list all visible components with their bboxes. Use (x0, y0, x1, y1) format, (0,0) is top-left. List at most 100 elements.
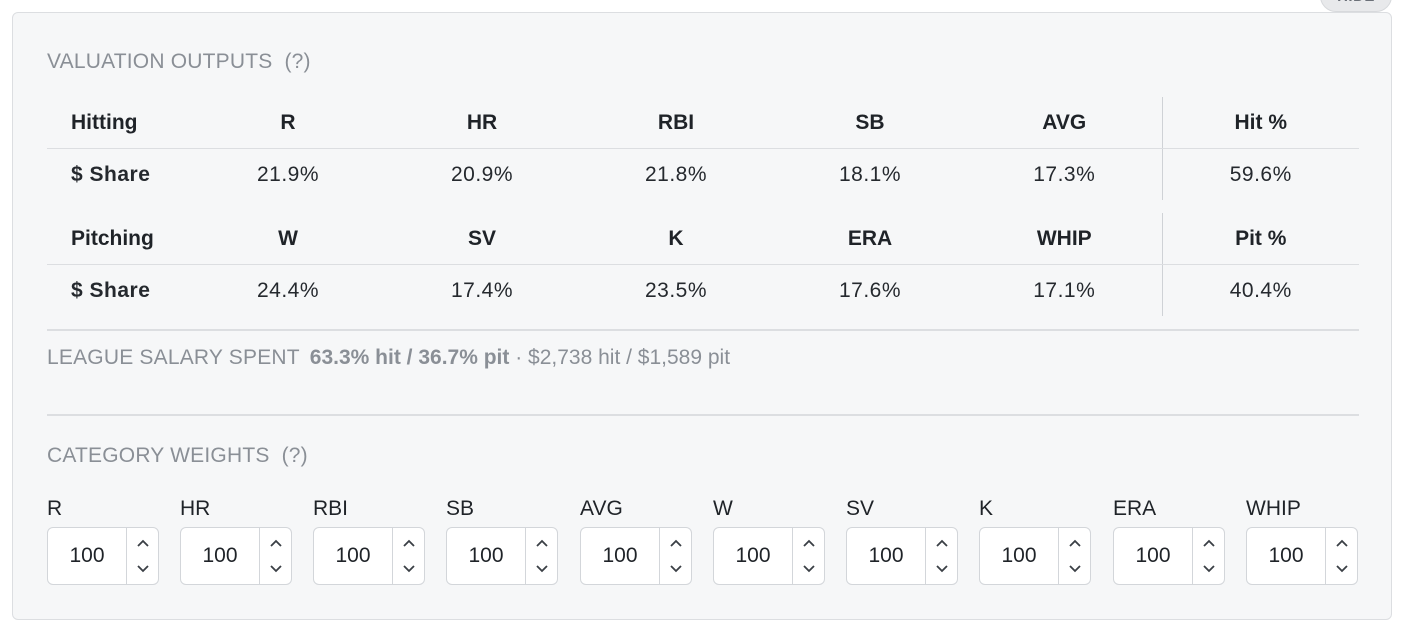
pitching-header-cell: W (191, 213, 385, 265)
pitching-table: Pitching W SV K ERA WHIP Pit % $ Share 2… (47, 213, 1359, 316)
salary-percent-split: 63.3% hit / 36.7% pit (309, 346, 510, 369)
weight-stepper[interactable]: 100 (180, 527, 292, 585)
chevron-up-icon[interactable] (269, 538, 283, 548)
valuation-help-icon[interactable]: (?) (284, 50, 311, 73)
weight-field: AVG 100 (580, 497, 692, 585)
category-weights-heading: CATEGORY WEIGHTS (?) (47, 444, 308, 468)
weight-label: SB (446, 497, 475, 520)
salary-dollar-split: · $2,738 hit / $1,589 pit (515, 346, 731, 369)
weight-stepper[interactable]: 100 (47, 527, 159, 585)
section-divider (47, 329, 1359, 331)
pitching-header-cell: Pitching (47, 213, 191, 265)
weight-input[interactable]: 100 (868, 544, 904, 567)
weight-input[interactable]: 100 (335, 544, 371, 567)
chevron-down-icon[interactable] (1068, 564, 1082, 574)
chevron-down-icon[interactable] (402, 564, 416, 574)
pitching-share-cell: 24.4% (256, 278, 320, 302)
weight-stepper[interactable]: 100 (313, 527, 425, 585)
weight-field: HR 100 (180, 497, 292, 585)
chevron-up-icon[interactable] (935, 538, 949, 548)
pitching-header-row: Pitching W SV K ERA WHIP Pit % (47, 213, 1359, 265)
chevron-down-icon[interactable] (269, 564, 283, 574)
hitting-total-header: Hit % (1161, 97, 1359, 149)
weight-stepper[interactable]: 100 (846, 527, 958, 585)
chevron-down-icon[interactable] (1335, 564, 1349, 574)
stepper-arrows (525, 528, 558, 584)
weight-label: AVG (580, 497, 623, 520)
valuation-panel: VALUATION OUTPUTS (?) Hitting R HR RBI SB… (12, 12, 1392, 620)
chevron-down-icon[interactable] (802, 564, 816, 574)
weight-field: SB 100 (446, 497, 558, 585)
category-weights-row: R 100 HR 100 RBI 100 (47, 497, 1359, 587)
hitting-share-row: $ Share 21.9% 20.9% 21.8% 18.1% 17.3% 59… (47, 148, 1359, 200)
hitting-header-cell: R (191, 97, 385, 149)
weight-field: RBI 100 (313, 497, 425, 585)
stepper-arrows (1325, 528, 1358, 584)
weight-field: K 100 (979, 497, 1091, 585)
weight-input[interactable]: 100 (468, 544, 504, 567)
pitching-header-cell: K (579, 213, 773, 265)
chevron-up-icon[interactable] (802, 538, 816, 548)
stepper-arrows (792, 528, 825, 584)
chevron-up-icon[interactable] (136, 538, 150, 548)
weight-input[interactable]: 100 (1268, 544, 1304, 567)
hitting-share-cell: 20.9% (450, 162, 514, 186)
weight-input[interactable]: 100 (69, 544, 105, 567)
hitting-share-cell: 17.3% (1033, 162, 1096, 186)
chevron-down-icon[interactable] (535, 564, 549, 574)
weight-input[interactable]: 100 (735, 544, 771, 567)
weight-label: R (47, 497, 63, 520)
stepper-arrows (659, 528, 692, 584)
weight-input[interactable]: 100 (602, 544, 638, 567)
chevron-up-icon[interactable] (535, 538, 549, 548)
pitching-total-header: Pit % (1161, 213, 1359, 265)
stepper-arrows (392, 528, 425, 584)
pitching-share-row: $ Share 24.4% 17.4% 23.5% 17.6% 17.1% 40… (47, 264, 1359, 316)
weight-field: W 100 (713, 497, 825, 585)
stepper-arrows (1192, 528, 1225, 584)
weight-stepper[interactable]: 100 (713, 527, 825, 585)
chevron-up-icon[interactable] (1202, 538, 1216, 548)
hitting-share-cell: 18.1% (838, 162, 902, 186)
hitting-header-cell: SB (773, 97, 967, 149)
league-salary-spent: LEAGUE SALARY SPENT 63.3% hit / 36.7% pit… (47, 346, 730, 370)
weight-label: WHIP (1246, 497, 1301, 520)
weight-stepper[interactable]: 100 (580, 527, 692, 585)
weight-label: ERA (1113, 497, 1157, 520)
pitching-share-cell: 17.4% (450, 278, 514, 302)
weight-label: W (713, 497, 733, 520)
chevron-down-icon[interactable] (136, 564, 150, 574)
category-weights-title: CATEGORY WEIGHTS (47, 444, 270, 467)
chevron-down-icon[interactable] (1202, 564, 1216, 574)
chevron-up-icon[interactable] (1068, 538, 1082, 548)
weight-field: SV 100 (846, 497, 958, 585)
hide-button[interactable]: HIDE (1320, 0, 1392, 12)
chevron-up-icon[interactable] (669, 538, 683, 548)
weight-field: ERA 100 (1113, 497, 1225, 585)
section-divider (47, 414, 1359, 416)
hitting-header-row: Hitting R HR RBI SB AVG Hit % (47, 97, 1359, 149)
chevron-up-icon[interactable] (402, 538, 416, 548)
hitting-header-cell: Hitting (47, 97, 191, 149)
weight-stepper[interactable]: 100 (446, 527, 558, 585)
weight-stepper[interactable]: 100 (1113, 527, 1225, 585)
hitting-table: Hitting R HR RBI SB AVG Hit % $ Share 21… (47, 97, 1359, 200)
stepper-arrows (1058, 528, 1091, 584)
weight-stepper[interactable]: 100 (1246, 527, 1358, 585)
weight-input[interactable]: 100 (202, 544, 238, 567)
valuation-outputs-title: VALUATION OUTPUTS (47, 50, 273, 73)
stepper-arrows (259, 528, 292, 584)
chevron-down-icon[interactable] (935, 564, 949, 574)
weight-input[interactable]: 100 (1001, 544, 1037, 567)
weight-input[interactable]: 100 (1135, 544, 1171, 567)
pitching-header-cell: WHIP (967, 213, 1162, 265)
weights-help-icon[interactable]: (?) (281, 444, 308, 467)
salary-label: LEAGUE SALARY SPENT (47, 346, 300, 369)
weight-stepper[interactable]: 100 (979, 527, 1091, 585)
weight-field: WHIP 100 (1246, 497, 1358, 585)
stepper-arrows (925, 528, 958, 584)
pitching-share-label: $ Share (71, 278, 151, 302)
chevron-down-icon[interactable] (669, 564, 683, 574)
chevron-up-icon[interactable] (1335, 538, 1349, 548)
pitching-header-cell: ERA (773, 213, 967, 265)
